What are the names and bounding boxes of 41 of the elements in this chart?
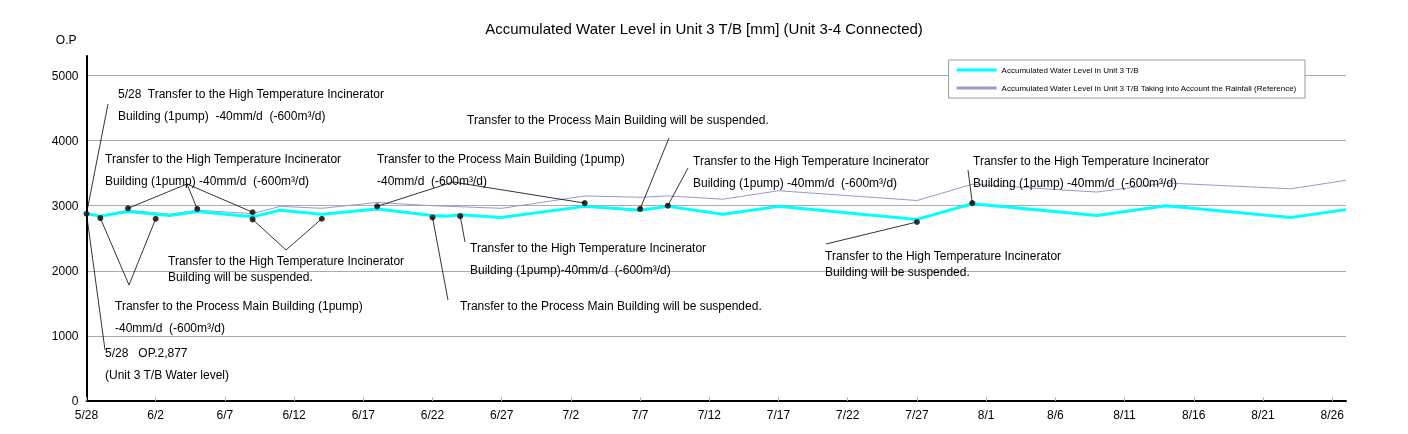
- y-tick-label: 0: [71, 394, 79, 408]
- annotation: Transfer to the Process Main Building (1pump) -40mm/d (-600m³/d): [377, 152, 625, 188]
- x-tick-label: 6/12: [282, 408, 307, 422]
- x-tick-label: 7/17: [766, 408, 791, 422]
- annotation: 5/28 OP.2,877 (Unit 3 T/B Water level): [105, 346, 230, 382]
- annotation: Transfer to the High Temperature Incinerator Building (1pump)-40mm/d (-600m³/d): [470, 241, 707, 277]
- y-tick-label: 1000: [51, 328, 79, 343]
- y-axis-title: O.P: [55, 33, 77, 47]
- annotation: 5/28 Transfer to the High Temperature Incinerator Building (1pump) -40mm/d (-600m³/d): [118, 87, 384, 123]
- x-tick-label: 6/7: [216, 408, 234, 422]
- x-tick-label: 6/27: [490, 408, 514, 422]
- y-tick-label: 2000: [51, 263, 79, 278]
- annotation: Transfer to the Process Main Building will be suspended.: [467, 113, 769, 127]
- legend-label: Accumulated Water Level in Unit 3 T/B: [1001, 65, 1139, 75]
- annotation: Transfer to the High Temperature Incinerator Building (1pump) -40mm/d (-600m³/d): [693, 154, 930, 190]
- x-tick-label: 8/26: [1320, 408, 1345, 422]
- y-tick-label: 3000: [51, 198, 79, 213]
- x-tick-label: 6/22: [420, 408, 445, 422]
- annotation: Transfer to the High Temperature Incinerator Building (1pump) -40mm/d (-600m³/d): [973, 154, 1210, 190]
- annotation: Transfer to the High Temperature Incinerator Building will be suspended.: [168, 254, 405, 284]
- x-tick-label: 8/6: [1047, 408, 1065, 422]
- x-tick-label: 7/2: [562, 408, 580, 422]
- x-tick-label: 6/17: [351, 408, 376, 422]
- x-tick-label: 8/11: [1113, 408, 1137, 422]
- x-tick-label: 8/16: [1182, 408, 1206, 422]
- y-tick-label: 4000: [51, 133, 79, 148]
- annotation: Transfer to the High Temperature Incinerator Building will be suspended.: [825, 249, 1062, 279]
- x-tick-label: 7/27: [905, 408, 929, 422]
- x-tick-label: 6/2: [147, 408, 165, 422]
- annotation: Transfer to the Process Main Building will be suspended.: [460, 299, 762, 313]
- y-tick-label: 5000: [51, 68, 79, 83]
- x-tick-label: 8/21: [1251, 408, 1275, 422]
- x-tick-label: 5/28: [74, 408, 99, 422]
- x-tick-label: 7/7: [631, 408, 649, 422]
- x-tick-label: 7/22: [836, 408, 860, 422]
- annotation: Transfer to the High Temperature Incinerator Building (1pump) -40mm/d (-600m³/d): [105, 152, 342, 188]
- legend-label: Accumulated Water Level in Unit 3 T/B Taking into Account the Rainfall (Reference): [1001, 83, 1297, 93]
- annotation: Transfer to the Process Main Building (1pump) -40mm/d (-600m³/d): [115, 299, 363, 335]
- x-tick-label: 7/12: [697, 408, 722, 422]
- chart-title: Accumulated Water Level in Unit 3 T/B [mm] (Unit 3-4 Connected): [485, 20, 923, 37]
- x-tick-label: 8/1: [977, 408, 995, 422]
